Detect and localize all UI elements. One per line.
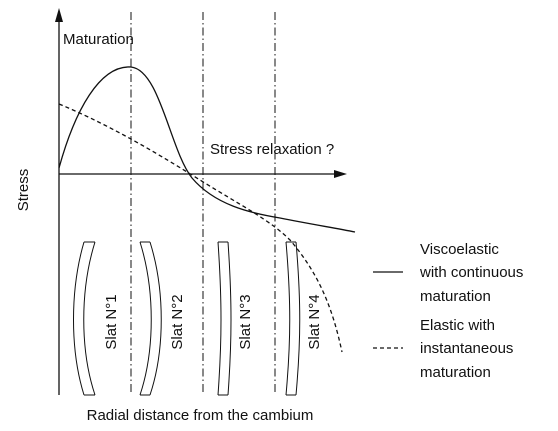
slat-shape <box>139 241 162 396</box>
y-axis-label: Stress <box>15 169 32 212</box>
slat-shape <box>217 241 232 396</box>
legend-text: maturation <box>420 364 491 381</box>
legend-text: with continuous <box>419 264 523 281</box>
elastic-curve <box>58 103 343 353</box>
annotation: Stress relaxation ? <box>210 141 334 158</box>
annotation: Maturation <box>63 31 134 48</box>
legend-text: instantaneous <box>420 340 513 357</box>
slat-shape <box>73 241 96 396</box>
slat-label: Slat N°2 <box>169 294 186 349</box>
legend-text: Elastic with <box>420 317 495 334</box>
viscoelastic-curve <box>58 66 356 233</box>
x-axis-label: Radial distance from the cambium <box>87 407 314 424</box>
slat-label: Slat N°4 <box>306 294 323 349</box>
legend-text: Viscoelastic <box>420 241 499 258</box>
x-arrow <box>334 170 347 178</box>
slat-label: Slat N°1 <box>103 294 120 349</box>
slat-shape <box>285 241 301 396</box>
legend-text: maturation <box>420 288 491 305</box>
y-arrow <box>55 8 63 22</box>
slat-label: Slat N°3 <box>237 294 254 349</box>
